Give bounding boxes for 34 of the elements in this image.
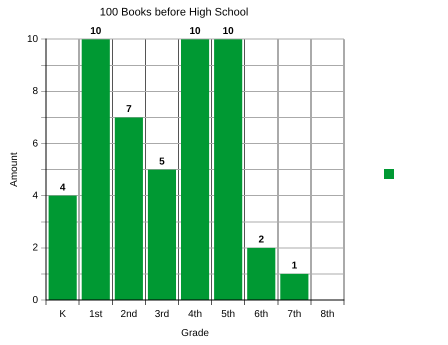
y-tick-label: 4 <box>32 190 39 202</box>
data-label: 10 <box>90 26 102 37</box>
x-tick-label: 6th <box>254 308 268 320</box>
y-tick-label: 8 <box>32 86 39 98</box>
y-tick-label: 0 <box>32 294 39 306</box>
chart-title: 100 Books before High School <box>100 6 248 19</box>
y-tick-label: 6 <box>32 138 39 150</box>
x-axis-title: Grade <box>181 328 210 339</box>
bar <box>247 248 276 300</box>
y-tick-label: 2 <box>32 242 39 254</box>
bar <box>82 39 110 300</box>
y-axis-title: Amount <box>8 152 20 187</box>
data-label: 10 <box>190 26 202 37</box>
data-label: 1 <box>292 260 298 272</box>
bar <box>180 39 210 300</box>
bar <box>280 274 308 300</box>
x-tick-label: 7th <box>287 308 302 320</box>
x-tick-label: 1st <box>89 308 103 320</box>
y-tick-label: 10 <box>27 34 39 45</box>
x-tick-label: 4th <box>188 308 202 320</box>
x-tick-label: K <box>59 308 66 320</box>
bar <box>48 196 77 300</box>
data-label: 5 <box>159 156 166 168</box>
x-tick-label: 2nd <box>120 308 138 320</box>
bar <box>148 170 176 300</box>
data-label: 2 <box>258 234 264 246</box>
bar <box>214 39 242 300</box>
x-tick-label: 3rd <box>154 308 170 320</box>
data-label: 7 <box>126 104 132 116</box>
data-label: 10 <box>222 26 234 37</box>
bar <box>114 117 143 300</box>
x-tick-label: 5th <box>221 308 236 320</box>
data-label: 4 <box>60 182 66 194</box>
x-tick-label: 8th <box>320 308 334 320</box>
